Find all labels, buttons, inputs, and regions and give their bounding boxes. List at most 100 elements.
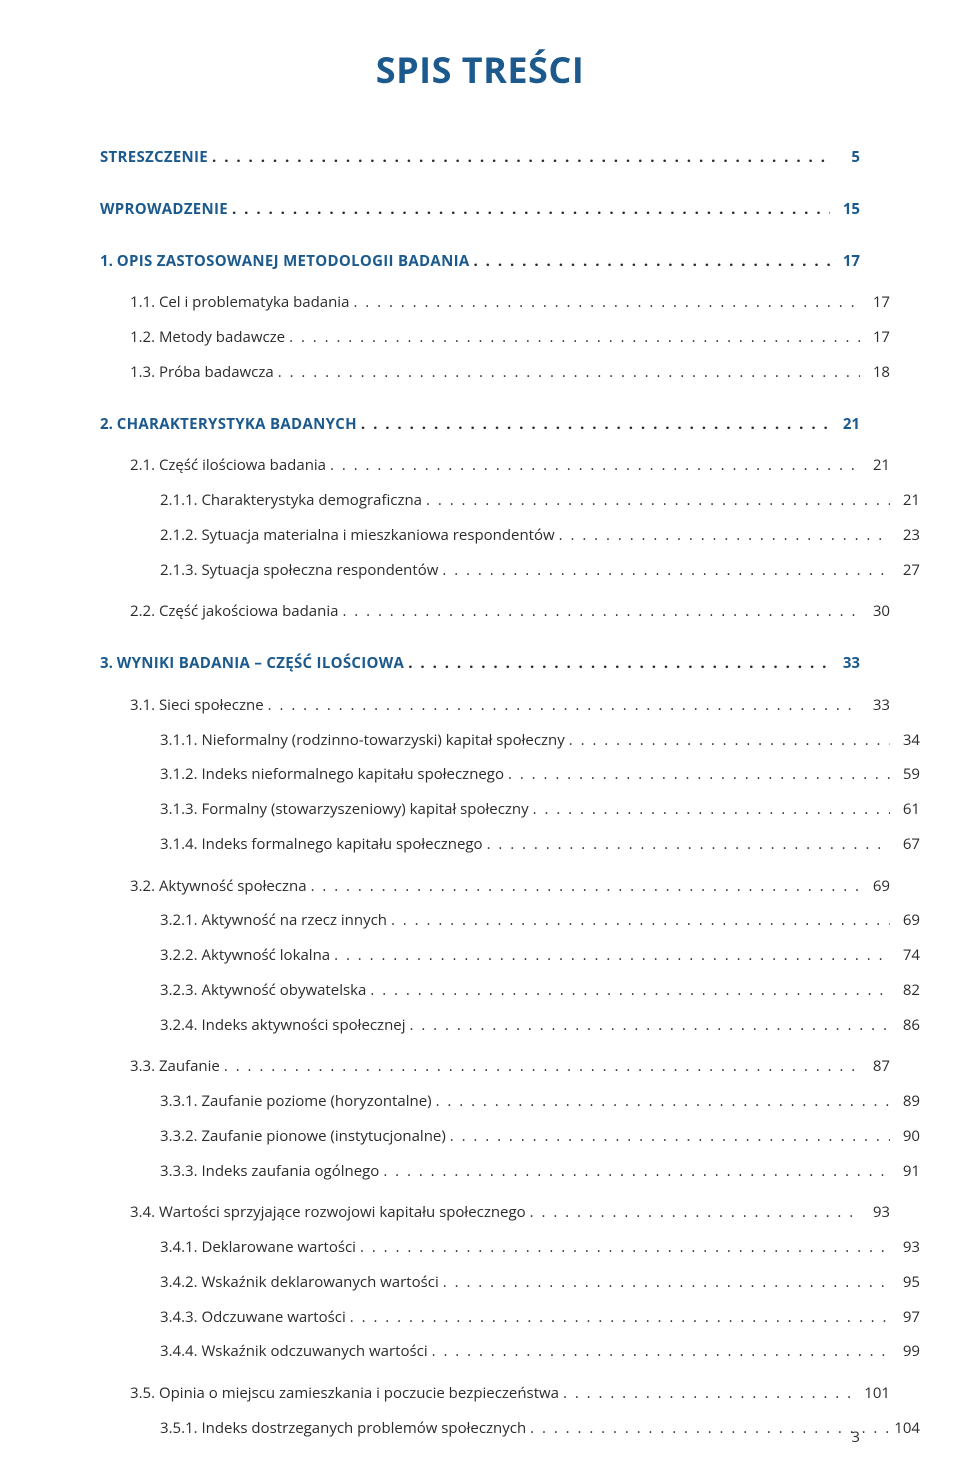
toc-entry-page: 21	[890, 487, 920, 515]
toc-leader-dots: . . . . . . . . . . . . . . . . . . . . …	[526, 1415, 890, 1443]
toc-entry-number: 2.1.2.	[160, 522, 201, 550]
toc-entry-label: STRESZCZENIE	[100, 144, 208, 172]
toc-entry-label: WPROWADZENIE	[100, 196, 228, 224]
toc-entry-label: OPIS ZASTOSOWANEJ METODOLOGII BADANIA	[117, 248, 470, 276]
toc-entry-page: 99	[890, 1338, 920, 1366]
toc-leader-dots: . . . . . . . . . . . . . . . . . . . . …	[326, 452, 860, 480]
toc-entry-page: 33	[860, 692, 890, 720]
page: SPIS TREŚCI STRESZCZENIE. . . . . . . . …	[0, 0, 960, 1477]
toc-entry-label: Nieformalny (rodzinno-towarzyski) kapita…	[201, 727, 564, 755]
toc-leader-dots: . . . . . . . . . . . . . . . . . . . . …	[422, 487, 890, 515]
toc-entry: 3.3.3. Indeks zaufania ogólnego. . . . .…	[100, 1158, 920, 1186]
toc-entry-number: 3.2.3.	[160, 977, 201, 1005]
toc-leader-dots: . . . . . . . . . . . . . . . . . . . . …	[483, 831, 890, 859]
toc-entry-page: 17	[860, 324, 890, 352]
toc-entry-number: 3.5.	[130, 1380, 159, 1408]
toc-entry-number: 3.1.4.	[160, 831, 201, 859]
toc-leader-dots: . . . . . . . . . . . . . . . . . . . . …	[387, 907, 890, 935]
toc-entry-page: 97	[890, 1304, 920, 1332]
toc-entry: 3. WYNIKI BADANIA – CZĘŚĆ ILOŚCIOWA. . .…	[100, 650, 860, 678]
toc-entry: 3.4.3. Odczuwane wartości. . . . . . . .…	[100, 1304, 920, 1332]
toc-entry: 3.1.1. Nieformalny (rodzinno-towarzyski)…	[100, 727, 920, 755]
toc-leader-dots: . . . . . . . . . . . . . . . . . . . . …	[349, 289, 860, 317]
toc-entry: 3.2.4. Indeks aktywności społecznej. . .…	[100, 1012, 920, 1040]
toc-entry-label: Aktywność społeczna	[159, 873, 307, 901]
toc-entry-label: CHARAKTERYSTYKA BADANYCH	[117, 411, 357, 439]
toc-entry-label: Sieci społeczne	[159, 692, 264, 720]
toc-entry-label: Charakterystyka demograficzna	[201, 487, 422, 515]
toc-leader-dots: . . . . . . . . . . . . . . . . . . . . …	[338, 598, 860, 626]
toc-entry-number: 1.	[100, 248, 117, 276]
toc-entry-label: Wartości sprzyjające rozwojowi kapitału …	[159, 1199, 526, 1227]
toc-entry: 3.5. Opinia o miejscu zamieszkania i poc…	[100, 1380, 890, 1408]
toc-leader-dots: . . . . . . . . . . . . . . . . . . . . …	[346, 1304, 890, 1332]
toc-entry: WPROWADZENIE. . . . . . . . . . . . . . …	[100, 196, 860, 224]
toc-entry: 3.2.3. Aktywność obywatelska. . . . . . …	[100, 977, 920, 1005]
toc-leader-dots: . . . . . . . . . . . . . . . . . . . . …	[565, 727, 890, 755]
toc-entry-number: 2.1.1.	[160, 487, 201, 515]
toc-entry-number: 2.1.	[130, 452, 159, 480]
toc-entry: 3.3.1. Zaufanie poziome (horyzontalne). …	[100, 1088, 920, 1116]
page-title: SPIS TREŚCI	[100, 45, 860, 94]
toc-entry-number: 3.3.	[130, 1053, 159, 1081]
toc-leader-dots: . . . . . . . . . . . . . . . . . . . . …	[366, 977, 890, 1005]
toc-leader-dots: . . . . . . . . . . . . . . . . . . . . …	[446, 1123, 890, 1151]
toc-entry: 1. OPIS ZASTOSOWANEJ METODOLOGII BADANIA…	[100, 248, 860, 276]
toc-entry-label: Zaufanie pionowe (instytucjonalne)	[201, 1123, 445, 1151]
toc-leader-dots: . . . . . . . . . . . . . . . . . . . . …	[274, 359, 860, 387]
toc-entry: 3.1.4. Indeks formalnego kapitału społec…	[100, 831, 920, 859]
toc-entry-number: 1.3.	[130, 359, 159, 387]
toc-entry-label: Indeks zaufania ogólnego	[201, 1158, 379, 1186]
toc-entry-page: 23	[890, 522, 920, 550]
toc-entry-page: 90	[890, 1123, 920, 1151]
toc-leader-dots: . . . . . . . . . . . . . . . . . . . . …	[220, 1053, 860, 1081]
toc-entry-label: Zaufanie poziome (horyzontalne)	[201, 1088, 431, 1116]
toc-entry-label: Sytuacja społeczna respondentów	[201, 557, 438, 585]
toc-entry-number: 3.1.2.	[160, 761, 201, 789]
toc-entry-page: 86	[890, 1012, 920, 1040]
toc-entry: 2.1.1. Charakterystyka demograficzna. . …	[100, 487, 920, 515]
toc-entry-page: 95	[890, 1269, 920, 1297]
toc-leader-dots: . . . . . . . . . . . . . . . . . . . . …	[264, 692, 860, 720]
toc-leader-dots: . . . . . . . . . . . . . . . . . . . . …	[208, 144, 830, 172]
toc-entry-label: Indeks aktywności społecznej	[201, 1012, 405, 1040]
toc-entry-page: 67	[890, 831, 920, 859]
toc-entry-label: Wskaźnik odczuwanych wartości	[201, 1338, 427, 1366]
toc-leader-dots: . . . . . . . . . . . . . . . . . . . . …	[439, 1269, 890, 1297]
toc-entry-page: 15	[830, 196, 860, 224]
toc-entry: 1.2. Metody badawcze. . . . . . . . . . …	[100, 324, 890, 352]
toc-leader-dots: . . . . . . . . . . . . . . . . . . . . …	[438, 557, 890, 585]
toc-entry-label: Indeks dostrzeganych problemów społeczny…	[201, 1415, 526, 1443]
toc-entry-page: 82	[890, 977, 920, 1005]
toc-entry-page: 17	[860, 289, 890, 317]
toc-leader-dots: . . . . . . . . . . . . . . . . . . . . …	[428, 1338, 890, 1366]
toc-entry-label: Sytuacja materialna i mieszkaniowa respo…	[201, 522, 554, 550]
page-number: 3	[851, 1427, 860, 1447]
toc-entry-label: Odczuwane wartości	[201, 1304, 345, 1332]
toc-entry: 3.2.1. Aktywność na rzecz innych. . . . …	[100, 907, 920, 935]
toc-leader-dots: . . . . . . . . . . . . . . . . . . . . …	[555, 522, 890, 550]
toc-entry-page: 91	[890, 1158, 920, 1186]
toc-leader-dots: . . . . . . . . . . . . . . . . . . . . …	[356, 1234, 890, 1262]
toc-leader-dots: . . . . . . . . . . . . . . . . . . . . …	[529, 796, 890, 824]
toc-entry-label: Formalny (stowarzyszeniowy) kapitał społ…	[201, 796, 528, 824]
toc-entry: 1.1. Cel i problematyka badania. . . . .…	[100, 289, 890, 317]
toc-entry: 3.4.4. Wskaźnik odczuwanych wartości. . …	[100, 1338, 920, 1366]
toc-entry-number: 3.3.1.	[160, 1088, 201, 1116]
toc-entry-number: 2.	[100, 411, 117, 439]
toc-entry-page: 21	[860, 452, 890, 480]
toc-entry-label: Część ilościowa badania	[159, 452, 326, 480]
toc-leader-dots: . . . . . . . . . . . . . . . . . . . . …	[357, 411, 830, 439]
toc-entry-page: 21	[830, 411, 860, 439]
toc-entry: 3.4.2. Wskaźnik deklarowanych wartości. …	[100, 1269, 920, 1297]
toc-entry-label: WYNIKI BADANIA – CZĘŚĆ ILOŚCIOWA	[117, 650, 404, 678]
toc-entry-number: 3.3.2.	[160, 1123, 201, 1151]
table-of-contents: STRESZCZENIE. . . . . . . . . . . . . . …	[100, 144, 860, 1443]
toc-entry-page: 30	[860, 598, 890, 626]
toc-entry: 3.1. Sieci społeczne. . . . . . . . . . …	[100, 692, 890, 720]
toc-entry-label: Wskaźnik deklarowanych wartości	[201, 1269, 438, 1297]
toc-entry-number: 3.2.4.	[160, 1012, 201, 1040]
toc-leader-dots: . . . . . . . . . . . . . . . . . . . . …	[379, 1158, 890, 1186]
toc-entry-label: Metody badawcze	[159, 324, 285, 352]
toc-entry-number: 3.1.3.	[160, 796, 201, 824]
